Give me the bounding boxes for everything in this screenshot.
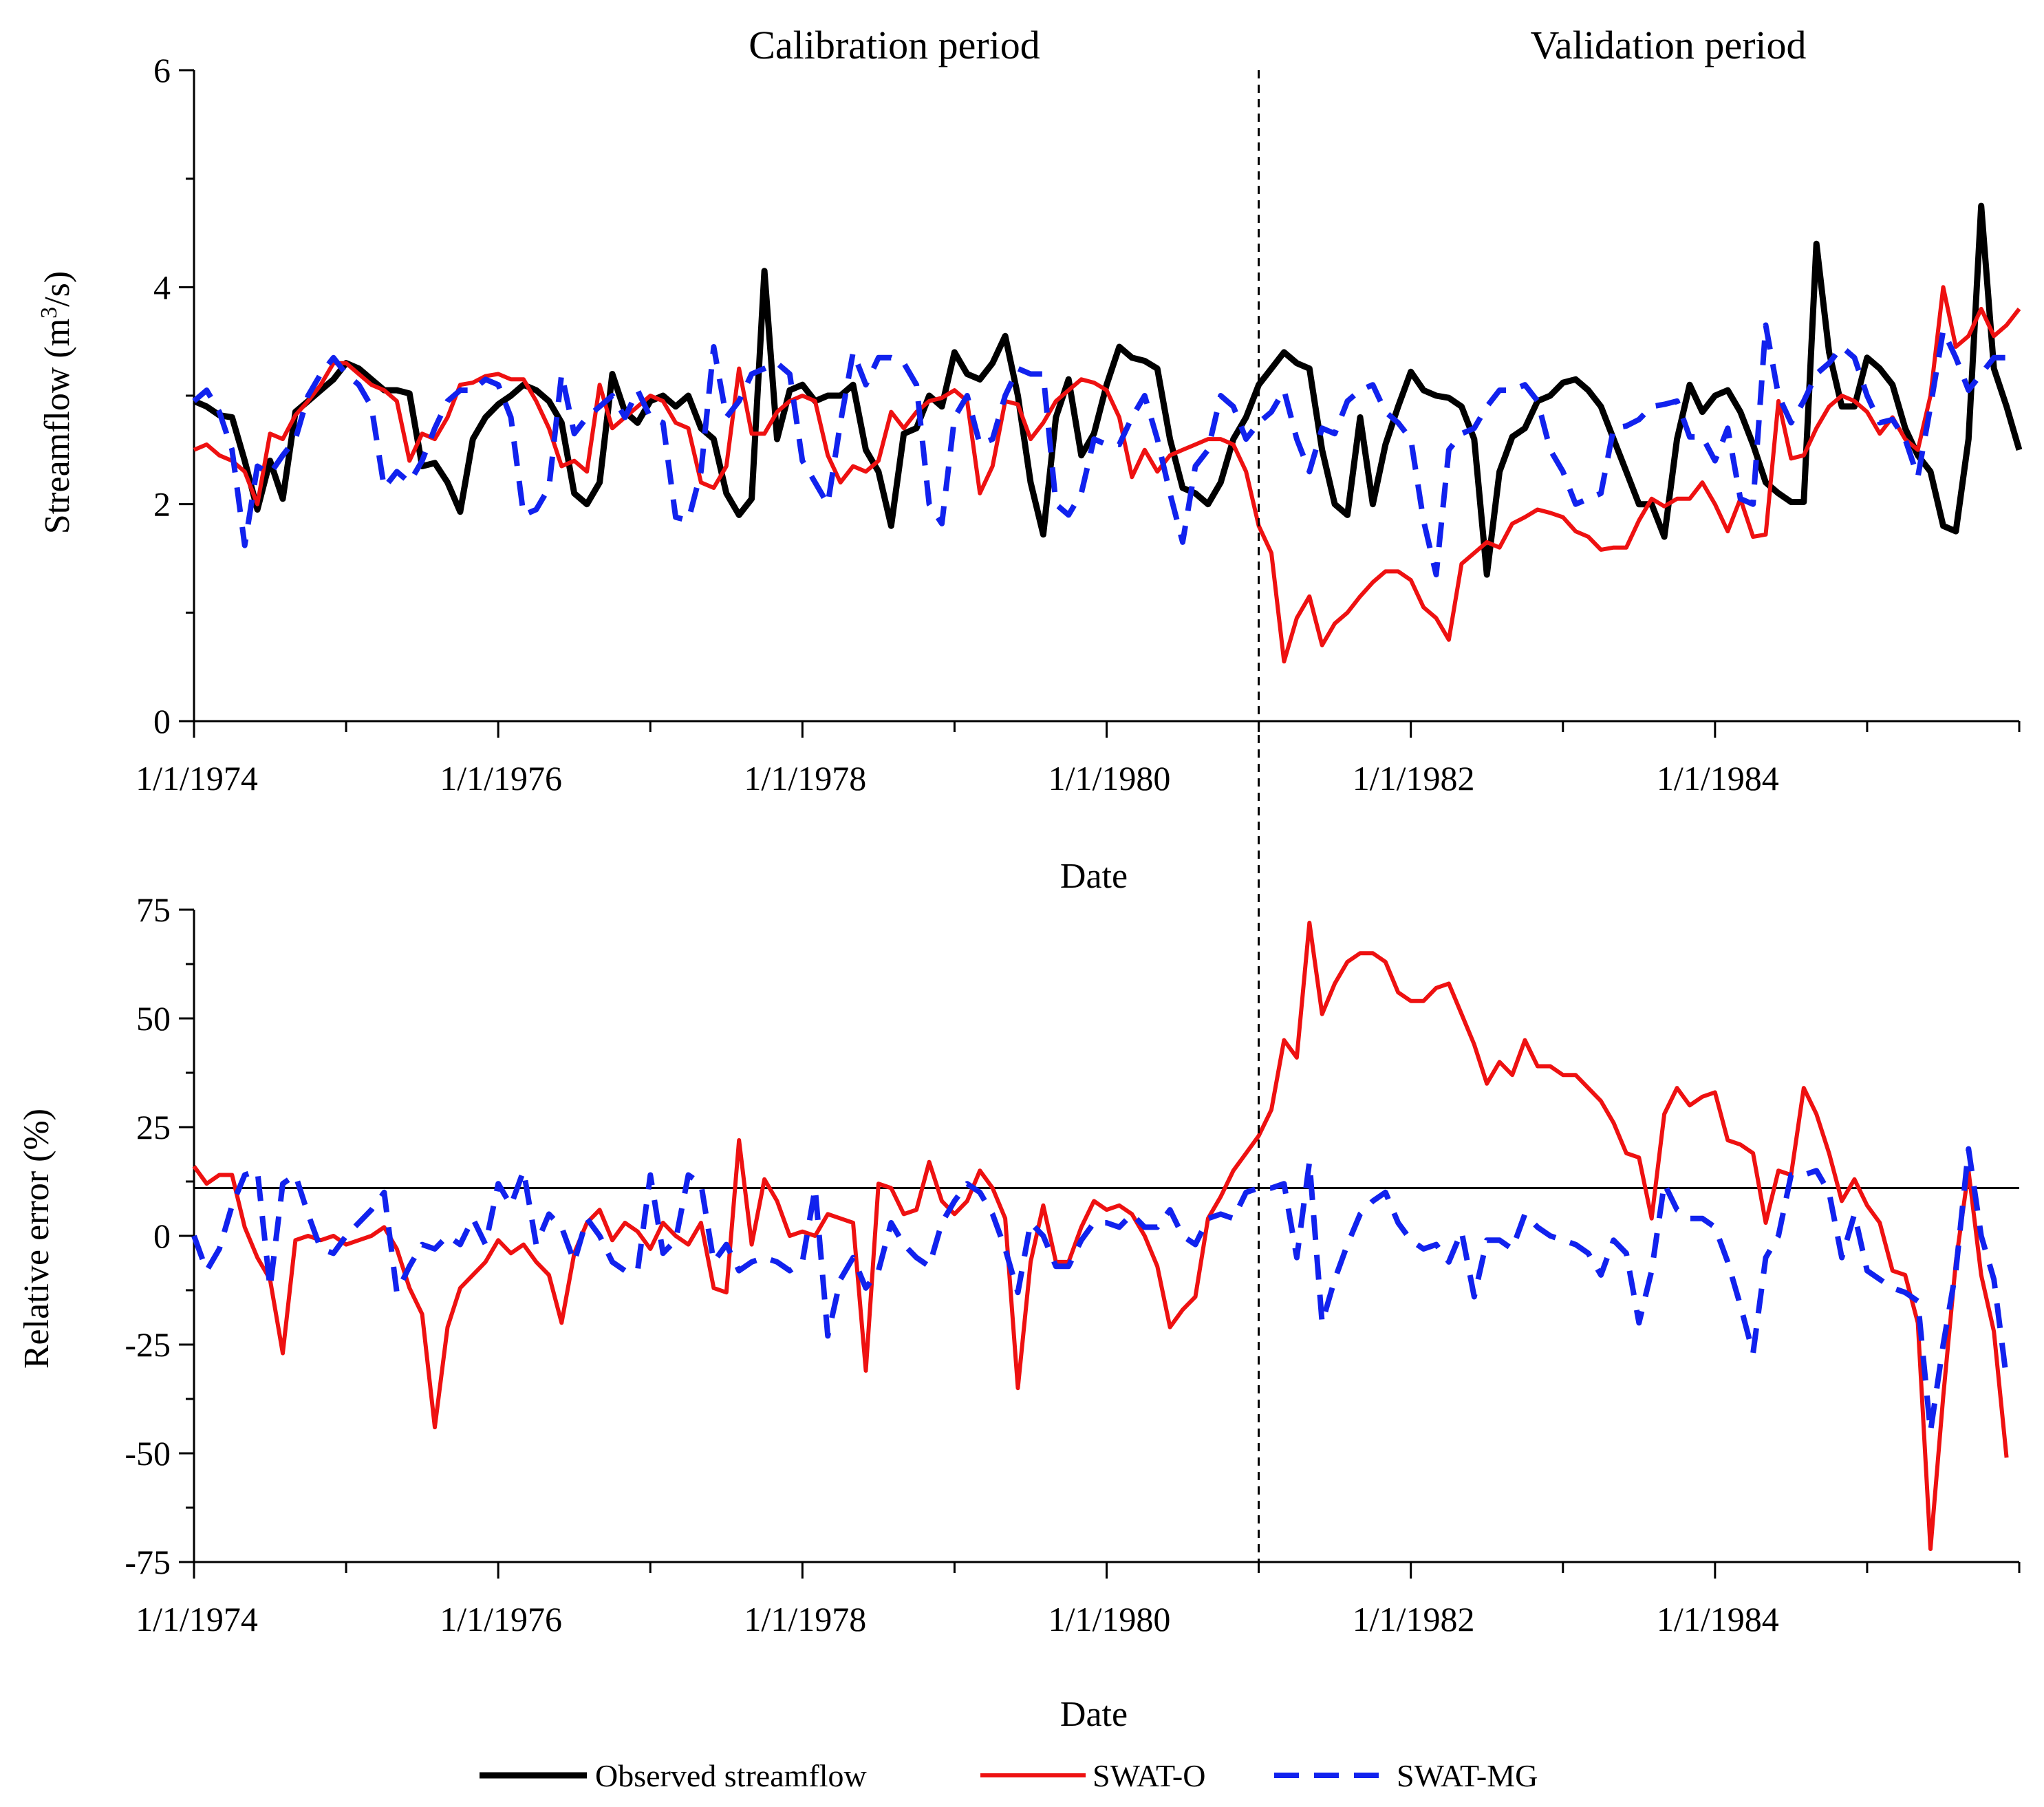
streamflow-y-tick-label: 2 [153,485,171,524]
streamflow-x-tick-label: 1/1/1984 [1657,759,1779,798]
relative-error-panel: Relative error (%) Date -75 -50 -25 0 25 50 75… [17,890,2021,1734]
relative-error-y-tick-label: -25 [125,1325,171,1364]
relative-error-x-tick-label: 1/1/1984 [1657,1600,1779,1638]
legend-swat-o-label: SWAT-O [1093,1758,1205,1793]
relative-error-y-tick-label: 25 [136,1108,171,1146]
legend-observed-label: Observed streamflow [595,1758,867,1793]
streamflow-x-tick-label: 1/1/1982 [1353,759,1475,798]
relative-error-x-tick-label: 1/1/1974 [136,1600,258,1638]
relative-error-x-tick-label: 1/1/1978 [744,1600,866,1638]
relative-error-x-tick-label: 1/1/1980 [1048,1600,1171,1638]
legend: Observed streamflow SWAT-O SWAT-MG [480,1758,1538,1793]
streamflow-x-tick-label: 1/1/1980 [1048,759,1171,798]
streamflow-y-tick-label: 6 [153,51,171,89]
validation-period-label: Validation period [1530,23,1806,67]
legend-swat-mg-label: SWAT-MG [1397,1758,1538,1793]
relative-error-y-tick-label: 75 [136,890,171,929]
relative-error-series-swat-mg [191,1146,2010,1435]
streamflow-x-axis-title: Date [1060,857,1128,896]
relative-error-series-swat-o [192,921,2009,1551]
relative-error-y-tick-label: -75 [125,1543,171,1581]
relative-error-y-tick-label: -50 [125,1434,171,1473]
streamflow-y-tick-label: 4 [153,268,171,306]
streamflow-x-tick-label: 1/1/1976 [440,759,562,798]
streamflow-panel: Calibration period Validation period Str… [36,23,2023,896]
streamflow-x-tick-label: 1/1/1978 [744,759,866,798]
relative-error-x-axis-title: Date [1060,1695,1128,1734]
relative-error-x-tick-label: 1/1/1976 [440,1600,562,1638]
relative-error-y-tick-label: 0 [153,1217,171,1255]
streamflow-series-swat-o [193,285,2021,664]
streamflow-x-tick-label: 1/1/1974 [136,759,258,798]
relative-error-y-axis-title: Relative error (%) [17,1109,56,1369]
streamflow-y-axis-title: Streamflow (m3/s) [36,271,77,534]
relative-error-x-tick-label: 1/1/1982 [1353,1600,1475,1638]
streamflow-series-swat-mg [192,322,2019,578]
calibration-period-label: Calibration period [749,23,1040,67]
relative-error-y-tick-label: 50 [136,999,171,1038]
streamflow-series-observed-streamflow [193,202,2023,578]
streamflow-y-tick-label: 0 [153,702,171,740]
